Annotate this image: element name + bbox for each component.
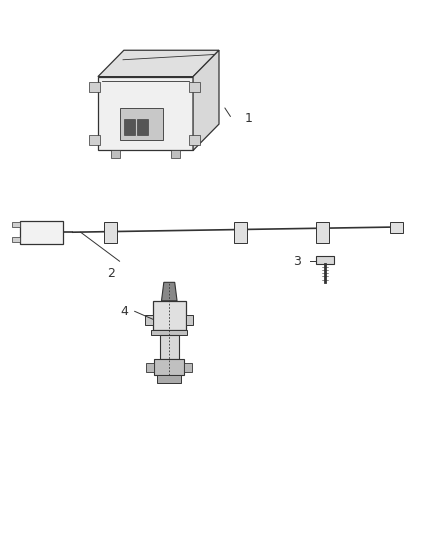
Polygon shape — [89, 135, 100, 145]
Polygon shape — [12, 222, 20, 228]
Text: 3: 3 — [293, 255, 301, 268]
Polygon shape — [98, 50, 219, 77]
Polygon shape — [390, 222, 403, 233]
Polygon shape — [89, 82, 100, 92]
Polygon shape — [145, 315, 153, 325]
Polygon shape — [124, 119, 134, 135]
Polygon shape — [184, 363, 192, 372]
Polygon shape — [104, 222, 117, 243]
Polygon shape — [20, 221, 64, 244]
Polygon shape — [98, 77, 193, 150]
Polygon shape — [154, 359, 184, 375]
Polygon shape — [171, 150, 180, 158]
Polygon shape — [153, 301, 186, 330]
Text: 4: 4 — [120, 305, 128, 318]
Polygon shape — [162, 282, 177, 301]
Text: 2: 2 — [107, 266, 115, 279]
Polygon shape — [160, 335, 179, 359]
Polygon shape — [316, 256, 334, 264]
Polygon shape — [146, 363, 154, 372]
Polygon shape — [189, 135, 200, 145]
Polygon shape — [12, 237, 20, 242]
Polygon shape — [234, 222, 247, 243]
Polygon shape — [189, 82, 200, 92]
Polygon shape — [111, 150, 120, 158]
Polygon shape — [137, 119, 148, 135]
Polygon shape — [186, 315, 194, 325]
Text: 1: 1 — [245, 112, 253, 125]
Polygon shape — [316, 222, 329, 243]
Polygon shape — [157, 375, 181, 383]
Polygon shape — [151, 330, 187, 335]
Polygon shape — [193, 50, 219, 150]
Polygon shape — [120, 108, 163, 140]
